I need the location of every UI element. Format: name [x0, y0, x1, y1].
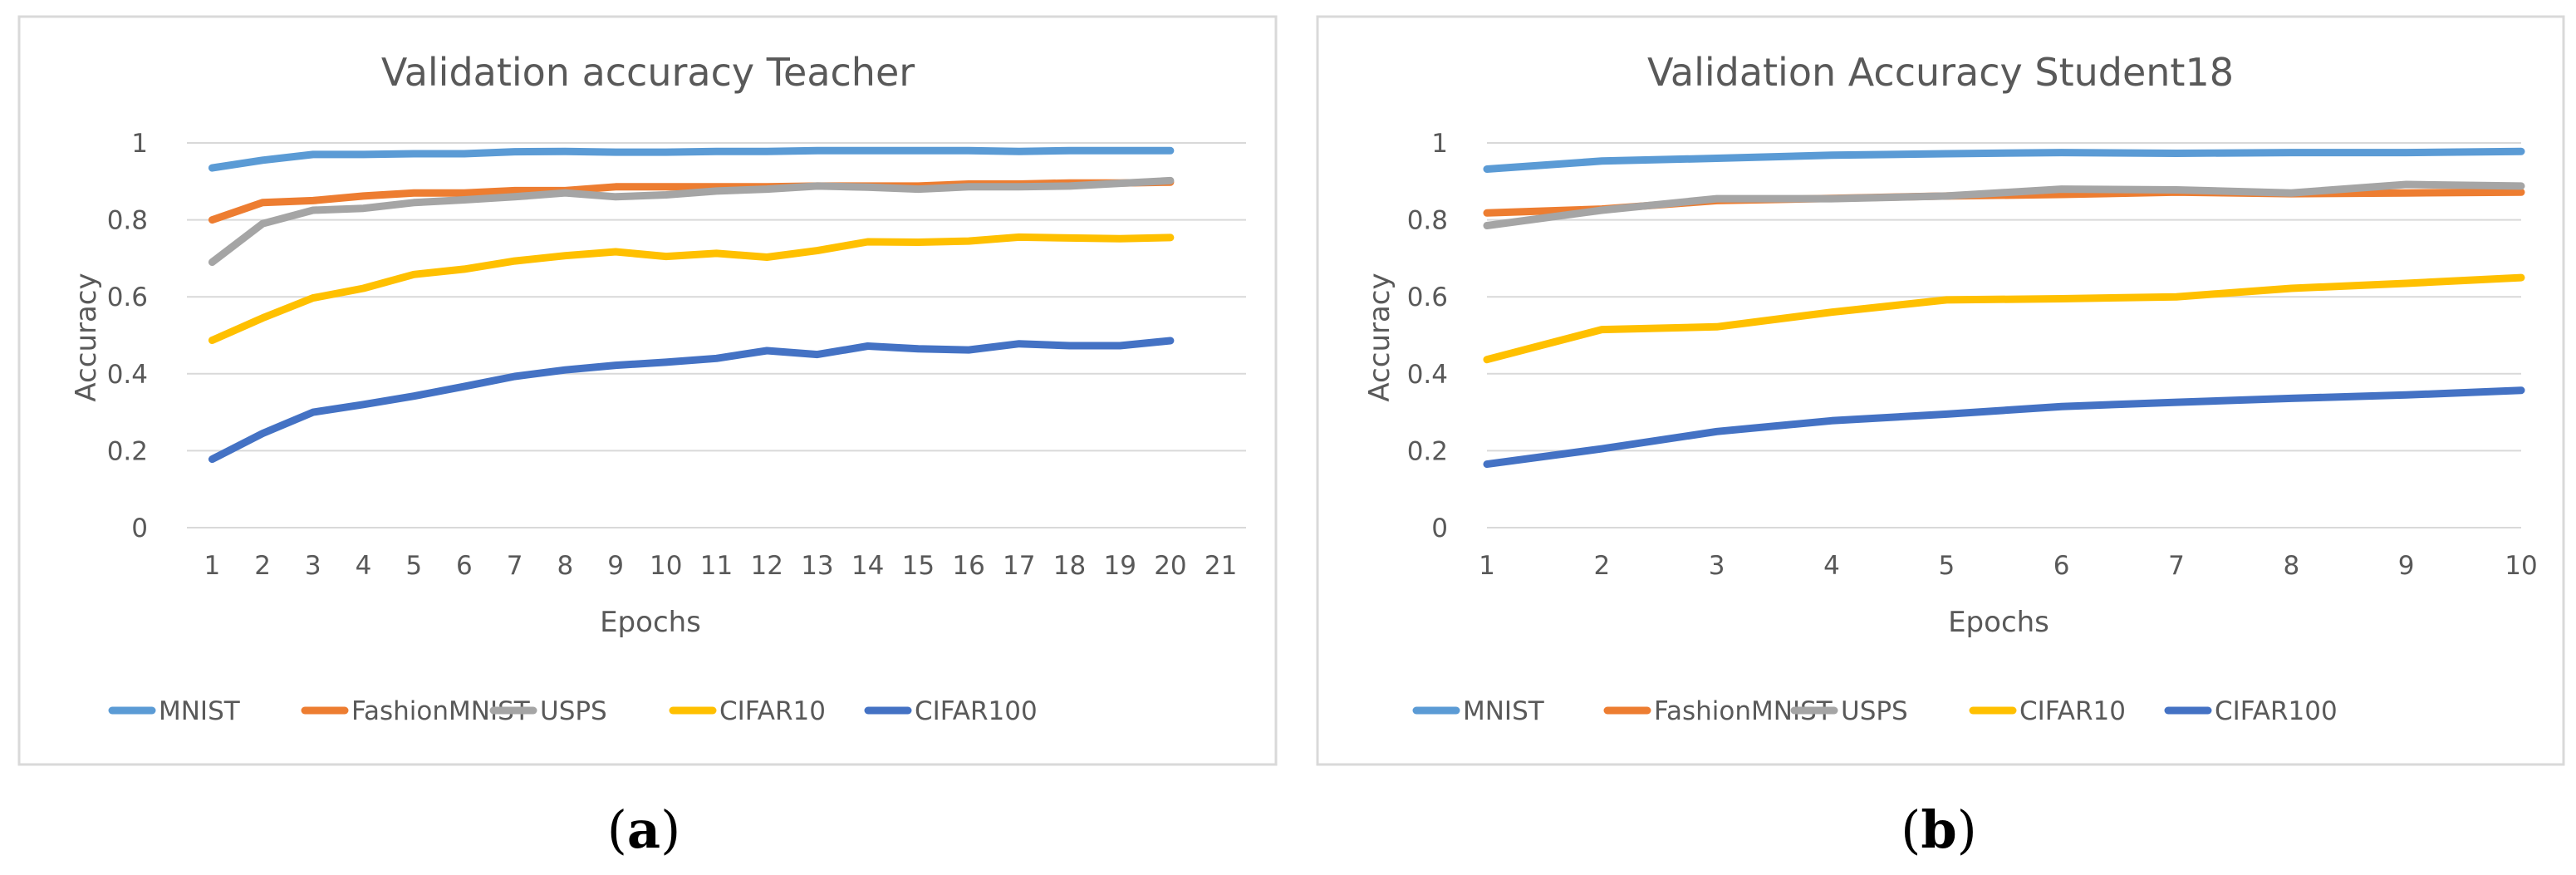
y-axis-title: Accuracy [70, 273, 103, 401]
caption-close-paren: ) [1957, 799, 1977, 860]
caption-a: (a) [607, 799, 681, 860]
x-axis-title: Epochs [1948, 606, 2049, 639]
x-tick-label: 1 [1479, 551, 1495, 581]
series-line-cifar100 [208, 337, 1175, 464]
series-line-mnist [208, 146, 1175, 172]
caption-open-paren: ( [1901, 799, 1921, 860]
x-tick-label: 16 [952, 551, 984, 581]
chart-title: Validation Accuracy Student18 [1647, 50, 2234, 95]
legend-label: CIFAR10 [2019, 696, 2126, 726]
x-tick-label: 9 [2398, 551, 2415, 581]
chart-panel-a: Validation accuracy Teacher 0 0.2 0.4 0.6 0.… [17, 15, 1278, 860]
series-line-cifar100 [1483, 386, 2525, 469]
x-tick-label: 6 [456, 551, 473, 581]
x-tick-label: 2 [1593, 551, 1610, 581]
x-tick-label: 15 [902, 551, 935, 581]
series-line-cifar10 [208, 233, 1175, 344]
x-tick-label: 10 [2505, 551, 2537, 581]
caption-letter: a [627, 799, 660, 860]
y-tick-label: 0 [1431, 514, 1448, 543]
legend-label: MNIST [159, 696, 241, 726]
x-tick-label: 3 [1709, 551, 1725, 581]
chart-frame [1316, 15, 2565, 766]
x-tick-label: 5 [1938, 551, 1955, 581]
series-line-usps [208, 176, 1175, 266]
y-tick-label: 0.2 [1407, 436, 1448, 466]
x-tick-label: 20 [1154, 551, 1186, 581]
x-tick-label: 7 [507, 551, 523, 581]
legend-label: CIFAR100 [915, 696, 1038, 726]
x-tick-label: 7 [2168, 551, 2185, 581]
x-tick-label: 8 [2283, 551, 2299, 581]
chart-a: Validation accuracy Teacher 0 0.2 0.4 0.6 0.… [17, 15, 1278, 860]
y-tick-label: 0.6 [1407, 283, 1448, 312]
y-tick-label: 0.8 [107, 206, 148, 236]
chart-frame [17, 15, 1278, 766]
x-tick-label: 18 [1053, 551, 1086, 581]
y-axis-title: Accuracy [1363, 273, 1396, 401]
x-tick-label: 21 [1205, 551, 1237, 581]
x-tick-label: 13 [801, 551, 833, 581]
y-tick-label: 0.4 [1407, 360, 1448, 390]
y-tick-label: 1 [131, 129, 148, 159]
caption-letter: b [1921, 799, 1956, 860]
x-tick-label: 14 [851, 551, 884, 581]
series-line-usps [1483, 180, 2525, 229]
y-tick-label: 0.2 [107, 436, 148, 466]
y-tick-label: 0.4 [107, 360, 148, 390]
legend-label: MNIST [1463, 696, 1545, 726]
x-tick-label: 9 [607, 551, 624, 581]
series-line-mnist [1483, 147, 2525, 173]
x-tick-label: 12 [750, 551, 783, 581]
y-tick-label: 0 [131, 514, 148, 543]
caption-close-paren: ) [660, 799, 680, 860]
caption-b: (b) [1901, 799, 1977, 860]
x-tick-label: 4 [1823, 551, 1840, 581]
x-tick-label: 4 [356, 551, 372, 581]
caption-open-paren: ( [607, 799, 627, 860]
y-tick-label: 1 [1431, 129, 1448, 159]
chart-panel-b: Validation Accuracy Student18 0 0.2 0.4 0.6… [1288, 0, 2576, 875]
chart-b: Validation Accuracy Student18 0 0.2 0.4 0.6… [1316, 15, 2565, 860]
x-tick-label: 19 [1103, 551, 1136, 581]
x-axis-title: Epochs [600, 606, 701, 639]
x-tick-label: 6 [2053, 551, 2070, 581]
x-tick-label: 2 [254, 551, 271, 581]
series-line-cifar10 [1483, 273, 2525, 364]
x-tick-label: 1 [204, 551, 220, 581]
legend-label: USPS [1841, 696, 1908, 726]
y-tick-label: 0.6 [107, 283, 148, 312]
x-tick-label: 3 [305, 551, 321, 581]
legend-label: USPS [540, 696, 607, 726]
x-tick-label: 10 [650, 551, 682, 581]
chart-title: Validation accuracy Teacher [381, 50, 915, 95]
x-tick-label: 8 [557, 551, 573, 581]
x-tick-label: 5 [405, 551, 422, 581]
legend-label: CIFAR10 [719, 696, 826, 726]
x-tick-label: 11 [700, 551, 733, 581]
legend-label: CIFAR100 [2215, 696, 2338, 726]
y-tick-label: 0.8 [1407, 206, 1448, 236]
x-tick-label: 17 [1003, 551, 1035, 581]
